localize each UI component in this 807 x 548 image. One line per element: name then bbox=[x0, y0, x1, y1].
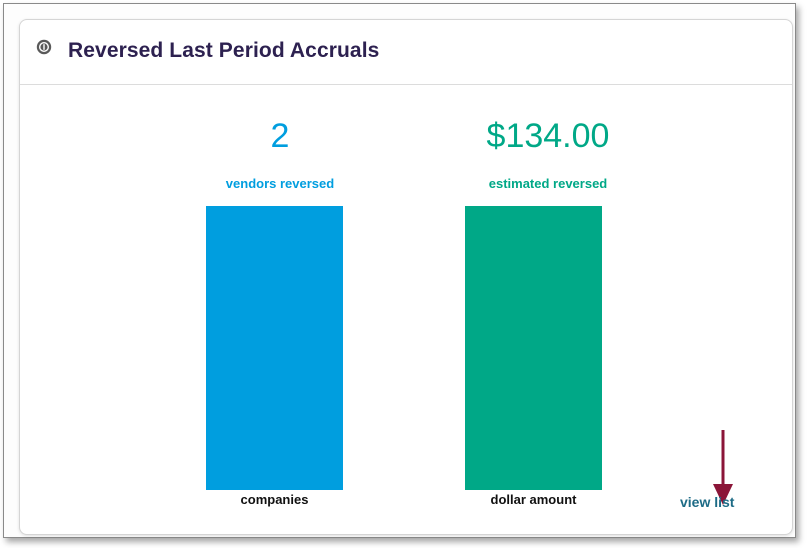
vendors-reversed-label: vendors reversed bbox=[225, 176, 335, 191]
coin-icon bbox=[36, 39, 52, 55]
screenshot-frame: Reversed Last Period Accruals 2 vendors … bbox=[3, 3, 796, 538]
companies-axis-label: companies bbox=[240, 492, 309, 507]
vendors-reversed-value: 2 bbox=[270, 117, 290, 155]
dollar-amount-axis-label: dollar amount bbox=[490, 492, 577, 507]
annotation-arrow-icon bbox=[713, 430, 733, 505]
card-title: Reversed Last Period Accruals bbox=[68, 39, 380, 62]
view-list-link[interactable]: view list bbox=[680, 494, 735, 510]
estimated-reversed-metric: $134.00 estimated reversed bbox=[460, 118, 636, 191]
dollar-amount-bar bbox=[465, 206, 602, 490]
card-header: Reversed Last Period Accruals bbox=[20, 20, 792, 85]
vendors-reversed-metric: 2 vendors reversed bbox=[206, 118, 354, 191]
estimated-reversed-value: $134.00 bbox=[486, 117, 610, 155]
estimated-reversed-label: estimated reversed bbox=[488, 176, 608, 191]
companies-bar bbox=[206, 206, 343, 490]
accruals-card: Reversed Last Period Accruals 2 vendors … bbox=[19, 19, 793, 535]
